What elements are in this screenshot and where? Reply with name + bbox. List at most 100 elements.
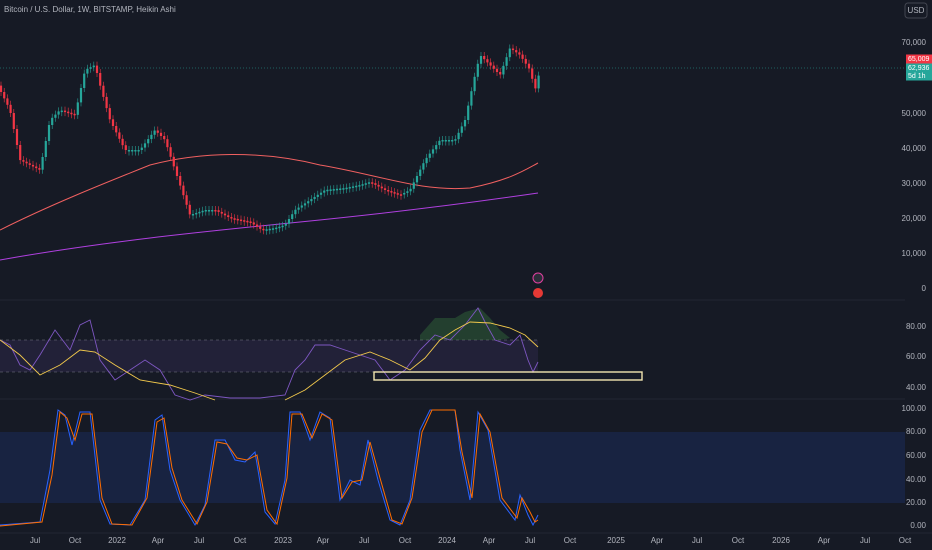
- candle: [281, 225, 284, 228]
- time-label: Apr: [651, 536, 664, 545]
- candle: [524, 58, 527, 64]
- candle: [102, 85, 105, 97]
- candle: [243, 220, 246, 222]
- candle: [51, 117, 54, 125]
- event-icon[interactable]: [532, 272, 544, 284]
- price-label: 40,000: [902, 144, 927, 153]
- candle: [179, 176, 182, 186]
- candle: [271, 228, 275, 230]
- candle: [89, 67, 92, 69]
- candle: [166, 139, 169, 148]
- candle: [143, 143, 147, 148]
- time-label: Oct: [399, 536, 412, 545]
- candle: [310, 199, 313, 202]
- candle: [457, 132, 460, 140]
- candle: [127, 150, 131, 152]
- currency[interactable]: USD: [908, 6, 925, 15]
- ma-red: [0, 154, 539, 231]
- candle: [195, 212, 198, 215]
- candle: [124, 145, 127, 150]
- candle: [265, 229, 268, 231]
- candle: [207, 210, 211, 212]
- candle: [406, 191, 409, 193]
- candle: [3, 92, 6, 99]
- candle: [25, 161, 28, 164]
- candle: [396, 193, 399, 195]
- candle: [435, 145, 438, 150]
- event-icon[interactable]: [533, 288, 543, 298]
- stoch-d: [0, 409, 539, 527]
- candle: [137, 150, 140, 152]
- time-label: Oct: [732, 536, 745, 545]
- candle: [483, 56, 486, 60]
- candle: [201, 210, 204, 213]
- candle: [134, 150, 137, 152]
- candle: [259, 226, 262, 229]
- rsi-label: 40.00: [906, 383, 927, 392]
- candle: [31, 164, 35, 167]
- candle: [531, 68, 534, 79]
- time-label: 2025: [607, 536, 625, 545]
- candle: [227, 215, 230, 218]
- candle: [412, 182, 415, 189]
- time-label: Jul: [692, 536, 702, 545]
- candle: [467, 105, 470, 120]
- time-label: Jul: [525, 536, 535, 545]
- candle: [38, 168, 41, 170]
- candle: [332, 189, 335, 191]
- time-label: 2023: [274, 536, 292, 545]
- time-label: Jul: [359, 536, 369, 545]
- candle: [246, 220, 249, 223]
- candle: [185, 195, 188, 205]
- candle: [188, 204, 191, 215]
- candle: [486, 59, 489, 63]
- candle: [473, 76, 476, 92]
- time-label: 2022: [108, 536, 126, 545]
- candle: [57, 111, 60, 115]
- price-label: 30,000: [902, 179, 927, 188]
- candle: [118, 132, 121, 139]
- candle: [83, 73, 86, 88]
- rsi-band: [0, 340, 538, 372]
- candle: [220, 211, 223, 214]
- time-label: 2026: [772, 536, 790, 545]
- candle: [163, 136, 166, 140]
- candle: [387, 190, 390, 192]
- candle: [294, 209, 297, 215]
- candle: [495, 68, 499, 72]
- header-title: Bitcoin / U.S. Dollar, 1W, BITSTAMP, Hei…: [4, 5, 176, 14]
- candle: [249, 221, 252, 223]
- candle: [297, 207, 300, 210]
- candle: [0, 85, 3, 92]
- candle: [169, 147, 172, 157]
- candle: [300, 205, 303, 208]
- candle: [211, 210, 214, 212]
- candle: [521, 54, 524, 59]
- candle: [6, 98, 9, 105]
- candle: [99, 73, 102, 86]
- candle: [236, 218, 239, 221]
- candle: [35, 166, 38, 169]
- candle: [214, 210, 217, 212]
- candle: [537, 75, 540, 89]
- time-label: Jul: [194, 536, 204, 545]
- candle: [425, 157, 428, 164]
- candle: [230, 217, 233, 219]
- candle: [326, 189, 329, 192]
- rsi-label: 60.00: [906, 352, 927, 361]
- candle: [108, 108, 111, 120]
- candle: [54, 114, 57, 118]
- currency-button[interactable]: [904, 2, 928, 19]
- candle: [262, 228, 265, 231]
- candle: [316, 194, 319, 197]
- rsi-label: 80.00: [906, 322, 927, 331]
- candle: [41, 157, 44, 170]
- price-label: 10,000: [902, 249, 927, 258]
- candle: [79, 88, 83, 103]
- price-tag: 65,009: [908, 56, 930, 63]
- candle: [428, 153, 431, 158]
- candle: [508, 48, 511, 58]
- candle: [284, 223, 287, 226]
- candle: [409, 188, 412, 192]
